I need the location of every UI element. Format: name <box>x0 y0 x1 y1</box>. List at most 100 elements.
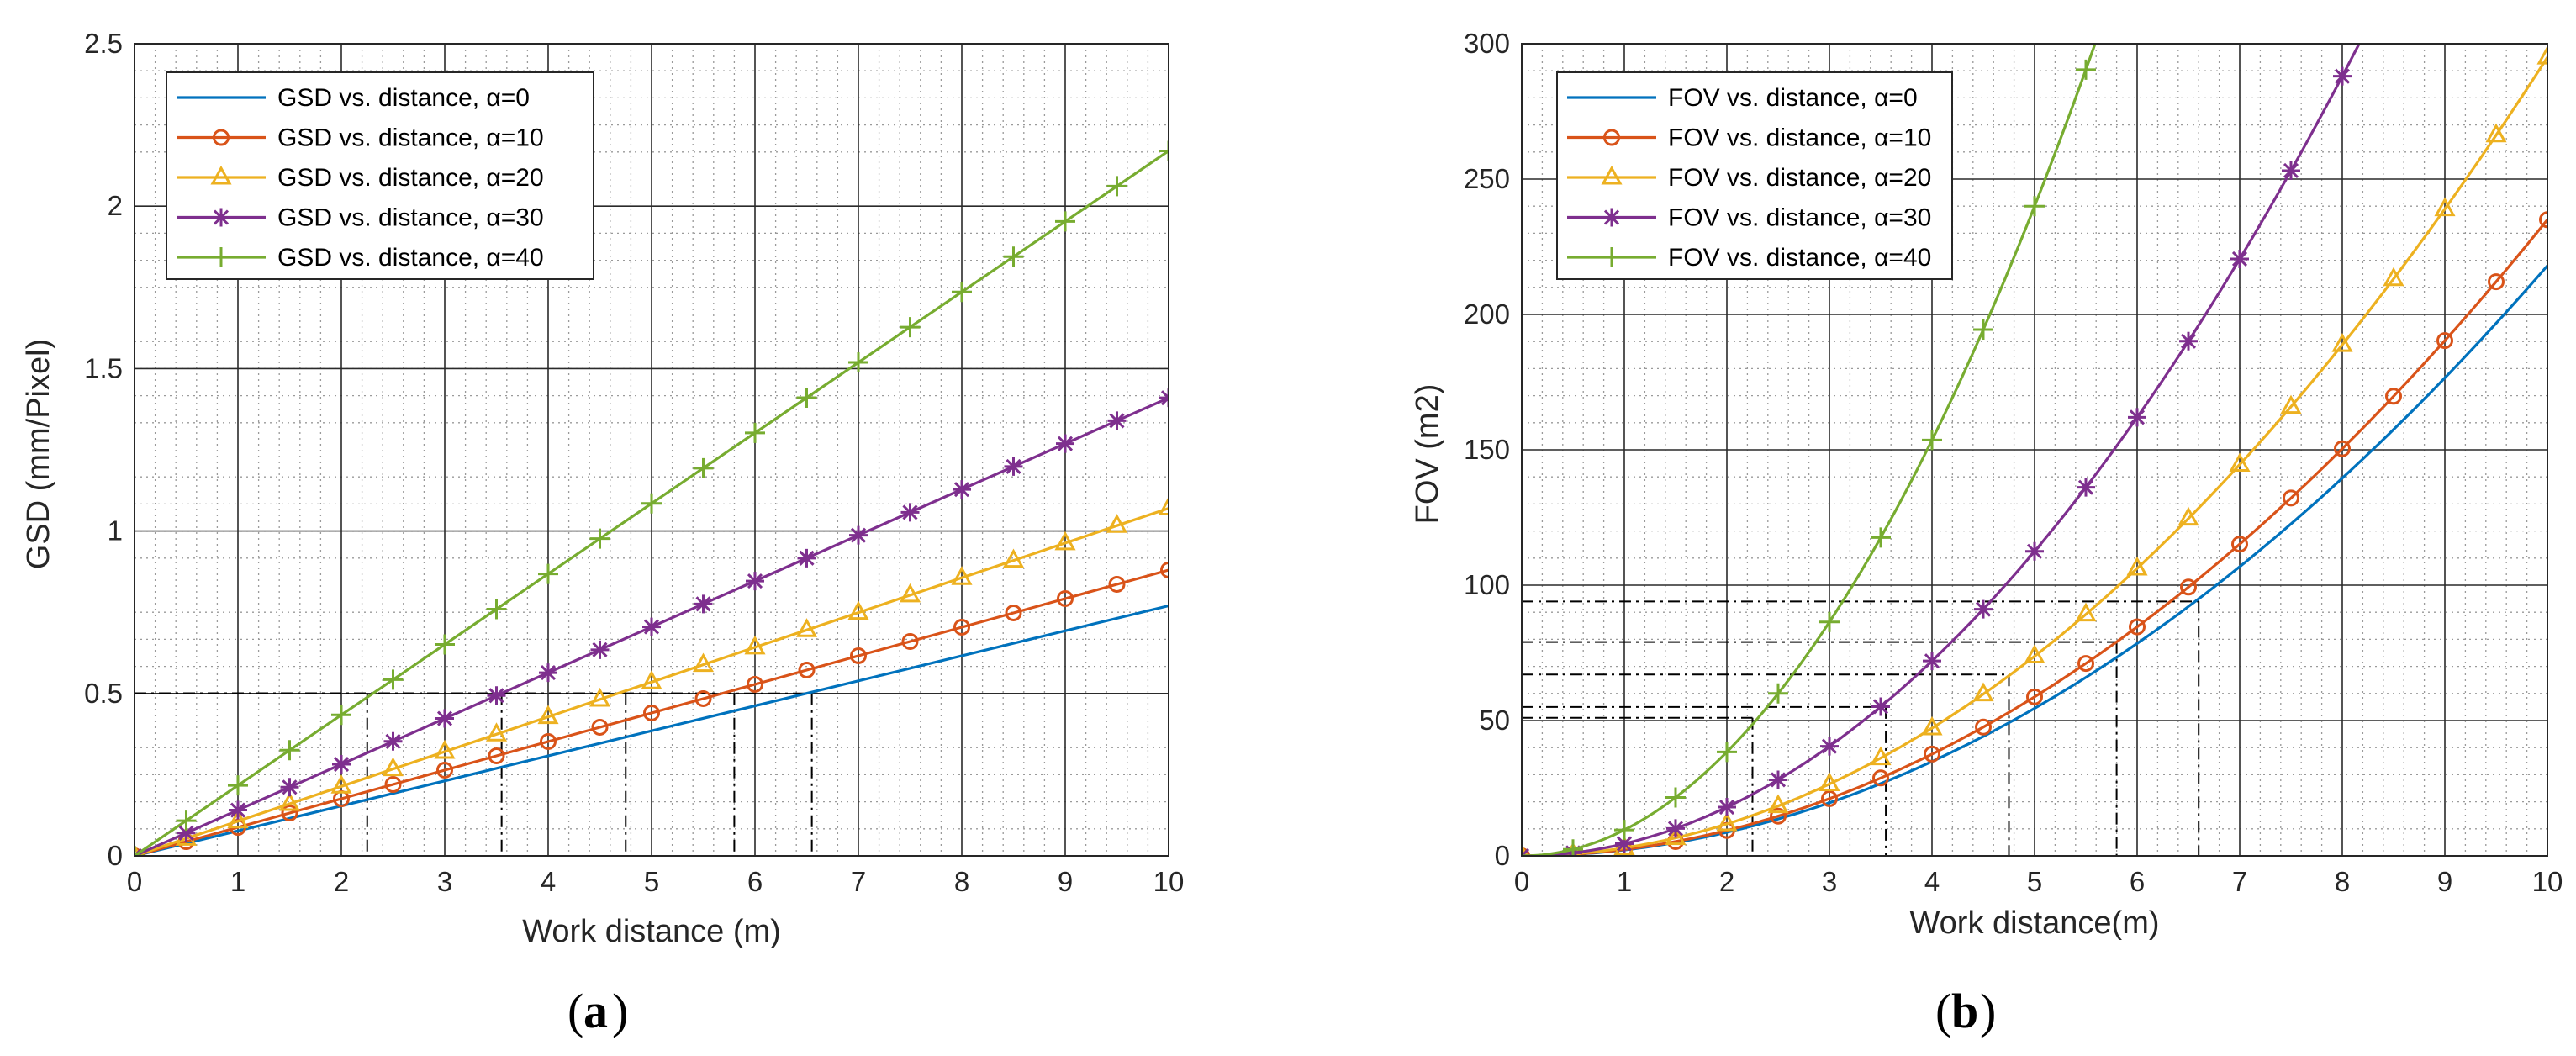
data-point-series-1 <box>953 618 970 636</box>
y-tick-label: 100 <box>1464 569 1510 600</box>
data-point-series-4 <box>2024 196 2045 217</box>
data-point-series-3 <box>1871 697 1890 716</box>
data-point-series-2 <box>1665 826 1687 846</box>
axes-box <box>1521 43 2548 857</box>
data-point-series-3 <box>435 709 454 728</box>
legend-marker-1 <box>1603 129 1620 146</box>
data-point-series-2 <box>2024 644 2045 664</box>
panel-b-open-paren: ( <box>1935 984 1951 1038</box>
data-point-series-3 <box>2282 161 2300 180</box>
data-point-series-1 <box>643 704 660 721</box>
data-point-series-3 <box>2025 541 2044 561</box>
x-tick-label: 8 <box>2335 866 2350 897</box>
data-point-series-4 <box>1871 527 1891 548</box>
x-tick-label: 4 <box>1924 866 1940 897</box>
data-point-series-2 <box>2485 123 2507 143</box>
legend: FOV vs. distance, α=0 FOV vs. distance, α… <box>1556 71 1953 280</box>
legend-label-1: FOV vs. distance, α=10 <box>1668 124 1931 152</box>
data-point-series-2 <box>2126 556 2148 576</box>
data-point-series-4 <box>1973 319 1993 341</box>
data-point-series-2 <box>744 635 766 655</box>
series-line-2 <box>135 507 1169 856</box>
legend-label-3: FOV vs. distance, α=30 <box>1668 204 1931 232</box>
legend-marker-4 <box>1602 247 1622 267</box>
data-point-series-3 <box>1923 652 1941 671</box>
data-point-series-4 <box>1563 839 1583 856</box>
data-point-series-1 <box>2488 273 2505 291</box>
data-point-series-1 <box>2231 536 2248 553</box>
data-point-series-1 <box>1975 718 1992 736</box>
y-tick-label: 50 <box>1479 705 1510 736</box>
data-point-series-2 <box>951 566 973 585</box>
y-axis-label: FOV (m2) <box>1410 384 1445 525</box>
data-point-series-2 <box>692 652 715 673</box>
data-point-series-1 <box>2436 332 2453 350</box>
data-point-series-1 <box>2334 440 2351 457</box>
data-point-series-1 <box>1821 789 1838 807</box>
data-point-series-4 <box>745 422 765 443</box>
y-tick-label: 200 <box>1464 298 1510 330</box>
data-point-series-1 <box>540 732 557 750</box>
data-point-series-3 <box>1056 434 1074 453</box>
data-point-series-3 <box>1615 834 1634 853</box>
data-point-series-1 <box>1005 604 1022 621</box>
data-point-series-2 <box>382 757 404 777</box>
data-point-series-3 <box>539 663 557 683</box>
y-tick-label: 300 <box>1464 28 1510 59</box>
y-tick-label: 0.5 <box>84 678 123 709</box>
data-point-series-2 <box>1767 794 1789 814</box>
panel-b-label: b <box>1951 984 1978 1038</box>
data-point-series-3 <box>900 503 920 522</box>
x-tick-label: 7 <box>2232 866 2247 897</box>
data-point-series-2 <box>2434 197 2456 217</box>
legend-marker-2 <box>210 165 232 185</box>
data-point-series-1 <box>384 775 402 793</box>
data-point-series-1 <box>694 689 712 707</box>
panel-a-open-paren: ( <box>567 984 583 1038</box>
data-point-series-1 <box>281 804 298 821</box>
data-point-series-4 <box>589 528 610 549</box>
data-point-series-3 <box>2230 249 2249 268</box>
data-point-series-3 <box>229 800 247 820</box>
data-point-series-3 <box>2179 331 2198 351</box>
data-point-series-3 <box>746 572 764 591</box>
data-point-series-4 <box>1614 820 1634 841</box>
x-tick-label: 5 <box>2027 866 2042 897</box>
data-point-series-1 <box>747 675 763 693</box>
data-point-series-3 <box>953 480 971 499</box>
data-point-series-4 <box>1717 742 1737 763</box>
panel-a-close-paren: ) <box>612 984 628 1038</box>
data-point-series-2 <box>2075 602 2097 622</box>
x-tick-label: 3 <box>437 866 452 897</box>
x-tick-label: 10 <box>2532 866 2563 897</box>
data-point-series-2 <box>847 600 869 620</box>
data-point-series-3 <box>1718 798 1736 817</box>
data-point-series-4 <box>1003 246 1024 267</box>
data-point-series-1 <box>2180 578 2197 596</box>
y-tick-label: 1.5 <box>84 352 123 383</box>
data-point-series-2 <box>434 739 456 759</box>
data-point-series-2 <box>2536 45 2547 65</box>
data-point-series-3 <box>2077 478 2095 497</box>
data-point-series-2 <box>278 791 301 811</box>
x-tick-label: 5 <box>644 866 659 897</box>
data-point-series-2 <box>330 774 352 794</box>
data-point-series-2 <box>2280 394 2302 414</box>
data-point-series-4 <box>952 282 972 303</box>
data-point-series-2 <box>641 670 662 689</box>
x-tick-label: 6 <box>747 866 763 897</box>
legend-box <box>1556 71 1953 280</box>
data-point-series-4 <box>693 457 714 478</box>
data-point-series-2 <box>485 722 508 742</box>
data-point-series-2 <box>1522 843 1528 856</box>
y-axis-label: GSD (mm/Pixel) <box>21 339 56 569</box>
data-point-series-2 <box>2229 452 2251 473</box>
legend-marker-3 <box>212 208 230 227</box>
data-point-series-4 <box>796 387 817 408</box>
data-point-series-3 <box>177 823 196 842</box>
data-point-series-1 <box>798 661 816 678</box>
x-tick-label: 10 <box>1153 866 1185 897</box>
data-point-series-2 <box>1972 682 1994 702</box>
y-tick-label: 0 <box>1495 840 1510 871</box>
